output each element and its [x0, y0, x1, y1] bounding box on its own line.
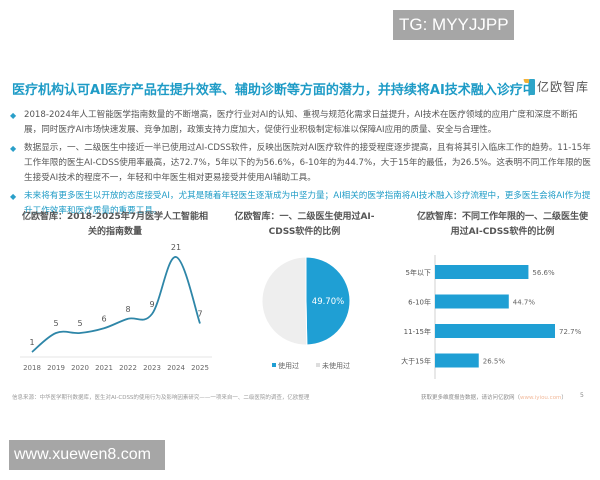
x-tick-label: 2023: [143, 364, 161, 372]
x-tick-label: 2020: [71, 364, 89, 372]
logo-text: 亿欧智库: [537, 80, 590, 94]
line-chart: 1 2018 5 2019 5 2020 6 2021 8 2022 9 2023 21 2024 7 202…: [20, 243, 212, 372]
bar: [435, 353, 479, 368]
x-tick-label: 2018: [23, 364, 41, 372]
data-label: 5: [53, 319, 58, 328]
data-label: 7: [197, 310, 202, 319]
bullet-text: 2018-2024年人工智能医学指南数量的不断增高，医疗行业对AI的认知、重视与…: [24, 110, 578, 135]
cta-prefix: 获取更多维度报告数据，请访问亿欧网（: [421, 395, 521, 401]
y-tick-label: 大于15年: [401, 357, 431, 366]
data-label: 9: [149, 300, 154, 309]
x-tick-label: 2019: [47, 364, 65, 372]
legend-label: 使用过: [278, 361, 299, 370]
diamond-bullet-icon: ◆: [10, 192, 17, 201]
x-tick-label: 2021: [95, 364, 113, 372]
x-tick-label: 2025: [191, 364, 209, 372]
line-chart-title: 亿欧智库：2018-2025年7月医学人工智能相关的指南数量: [21, 212, 209, 237]
x-tick-label: 2022: [119, 364, 137, 372]
watermark-site: www.xuewen8.com: [9, 440, 165, 470]
bar-value-label: 26.5%: [483, 358, 506, 366]
data-label: 8: [125, 305, 130, 314]
bar: [435, 294, 509, 309]
data-label: 5: [77, 319, 82, 328]
brand-logo: 亿欧智库: [523, 78, 590, 95]
cta-suffix: ）: [561, 395, 567, 401]
legend-swatch-used: [272, 363, 276, 367]
watermark-tg: TG: MYYJJPP: [393, 10, 514, 40]
logo-icon: [523, 78, 535, 95]
bullet-text: 未来将有更多医生以开放的态度接受AI，尤其是随着年轻医生逐渐成为中坚力量；AI相…: [24, 191, 591, 216]
summary-bullets: ◆ 2018-2024年人工智能医学指南数量的不断增高，医疗行业对AI的认知、重…: [10, 108, 592, 222]
line-series: [31, 256, 201, 353]
bullet-item: ◆ 2018-2024年人工智能医学指南数量的不断增高，医疗行业对AI的认知、重…: [10, 108, 592, 138]
legend-label: 未使用过: [322, 361, 350, 370]
bullet-item: ◆ 数据显示，一、二级医生中接近一半已使用过AI-CDSS软件，反映出医院对AI…: [10, 141, 592, 186]
y-tick-label: 5年以下: [406, 268, 431, 277]
bar-chart-title: 亿欧智库：不同工作年限的一、二级医生使用过AI-CDSS软件的比例: [416, 212, 588, 237]
bar-chart: 5年以下 56.6% 6-10年 44.7% 11-15年 72.7% 大于15年 26.5%: [401, 255, 582, 379]
bar-value-label: 44.7%: [513, 299, 536, 307]
diamond-bullet-icon: ◆: [10, 111, 17, 120]
y-tick-label: 6-10年: [408, 298, 431, 307]
bar-value-label: 56.6%: [532, 269, 555, 277]
data-label: 1: [29, 338, 34, 347]
pie-slice: [261, 256, 308, 346]
bar: [435, 324, 555, 338]
x-tick-label: 2024: [167, 364, 185, 372]
legend-swatch-unused: [316, 363, 320, 367]
pie-slice: [305, 256, 351, 346]
bar: [435, 265, 529, 279]
data-label: 21: [171, 243, 181, 252]
source-note: 信息来源：中华医学期刊数据库，医生对AI-CDSS的使用行为及影响因素研究——一…: [12, 395, 310, 401]
diamond-bullet-icon: ◆: [10, 144, 17, 153]
footer-cta: 获取更多维度报告数据，请访问亿欧网（www.iyiou.com）: [421, 393, 567, 401]
bullet-item-highlight: ◆ 未来将有更多医生以开放的态度接受AI，尤其是随着年轻医生逐渐成为中坚力量；A…: [10, 189, 592, 219]
bullet-text: 数据显示，一、二级医生中接近一半已使用过AI-CDSS软件，反映出医院对AI医疗…: [24, 143, 591, 183]
pie-chart-title: 亿欧智库：一、二级医生使用过AI-CDSS软件的比例: [234, 212, 375, 237]
data-label: 6: [101, 314, 106, 323]
page-number: 5: [580, 392, 584, 399]
page-title: 医疗机构认可AI医疗产品在提升效率、辅助诊断等方面的潜力，并持续将AI技术融入诊…: [12, 83, 536, 98]
pie-chart: 49.70% 使用过 未使用过: [261, 256, 351, 370]
bar-value-label: 72.7%: [559, 328, 582, 336]
cta-link[interactable]: www.iyiou.com: [520, 395, 562, 401]
pie-data-label: 49.70%: [312, 297, 344, 307]
y-tick-label: 11-15年: [404, 327, 431, 336]
